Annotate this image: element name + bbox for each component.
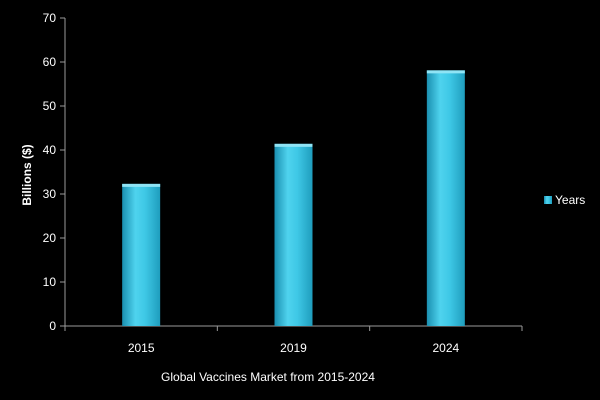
y-tick-label: 10	[43, 275, 57, 289]
y-tick-label: 50	[43, 99, 57, 113]
y-tick-label: 30	[43, 187, 57, 201]
bar-2015	[122, 183, 161, 326]
x-tick-label: 2024	[432, 341, 459, 355]
x-axis-title: Global Vaccines Market from 2015-2024	[161, 370, 375, 384]
x-tick-label: 2019	[280, 341, 307, 355]
plot-area: 0 10 20 30 40 50 60 70 2015 2019 2024	[43, 11, 523, 355]
x-tick-label: 2015	[128, 341, 155, 355]
legend: Years	[544, 193, 585, 207]
y-axis-title: Billions ($)	[20, 144, 34, 205]
y-tick-label: 20	[43, 231, 57, 245]
y-tick-label: 60	[43, 55, 57, 69]
y-tick-label: 70	[43, 11, 57, 25]
bar-top-highlight	[274, 143, 313, 147]
bar-2024	[426, 70, 465, 326]
y-tick-label: 0	[49, 319, 56, 333]
bar-top-highlight	[426, 70, 465, 74]
bar-top-highlight	[122, 183, 161, 187]
y-tick-label: 40	[43, 143, 57, 157]
legend-swatch-years	[544, 196, 552, 204]
bar-2019	[274, 143, 313, 326]
legend-label-years: Years	[555, 193, 585, 207]
